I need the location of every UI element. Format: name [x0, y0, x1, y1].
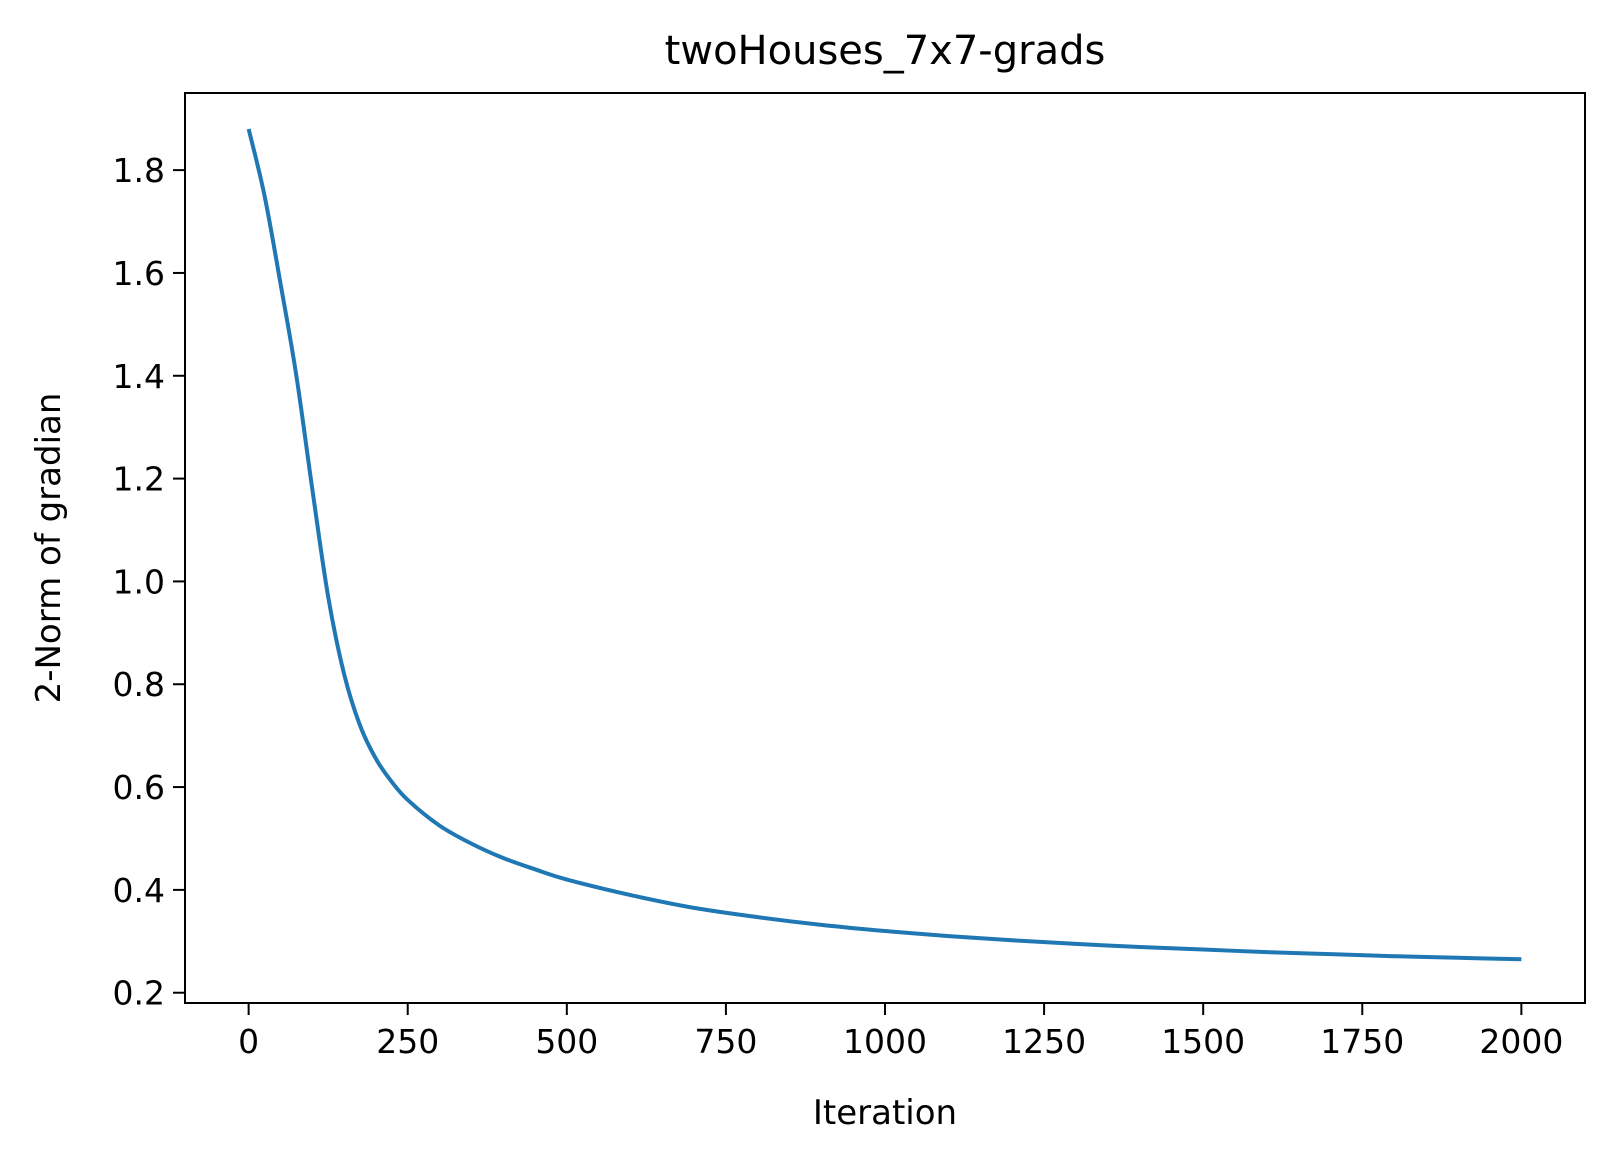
y-tick-label: 1.8 [113, 151, 165, 190]
chart-title: twoHouses_7x7-grads [665, 28, 1106, 74]
x-axis: 0 250 500 750 1000 1250 1500 1750 2000 [238, 1003, 1563, 1061]
y-tick-label: 0.4 [113, 871, 165, 910]
x-tick-label: 750 [694, 1022, 757, 1061]
x-axis-label: Iteration [813, 1093, 957, 1133]
y-tick-label: 1.4 [113, 357, 165, 396]
x-tick-label: 500 [535, 1022, 598, 1061]
x-tick-label: 250 [376, 1022, 439, 1061]
y-tick-label: 0.2 [113, 974, 165, 1013]
y-axis-label: 2-Norm of gradian [29, 393, 69, 704]
x-tick-label: 1500 [1161, 1022, 1245, 1061]
y-axis: 0.2 0.4 0.6 0.8 1.0 1.2 1.4 1.6 1.8 [113, 151, 185, 1013]
y-tick-label: 0.6 [113, 768, 165, 807]
x-tick-label: 2000 [1479, 1022, 1563, 1061]
y-tick-label: 1.0 [113, 562, 165, 601]
y-tick-label: 1.2 [113, 460, 165, 499]
plot-area-frame [184, 92, 1586, 1004]
y-tick-label: 1.6 [113, 254, 165, 293]
y-tick-label: 0.8 [113, 665, 165, 704]
x-tick-label: 1000 [843, 1022, 927, 1061]
series-line [246, 128, 1522, 962]
x-tick-label: 1750 [1320, 1022, 1404, 1061]
x-tick-label: 0 [238, 1022, 259, 1061]
x-tick-label: 1250 [1002, 1022, 1086, 1061]
